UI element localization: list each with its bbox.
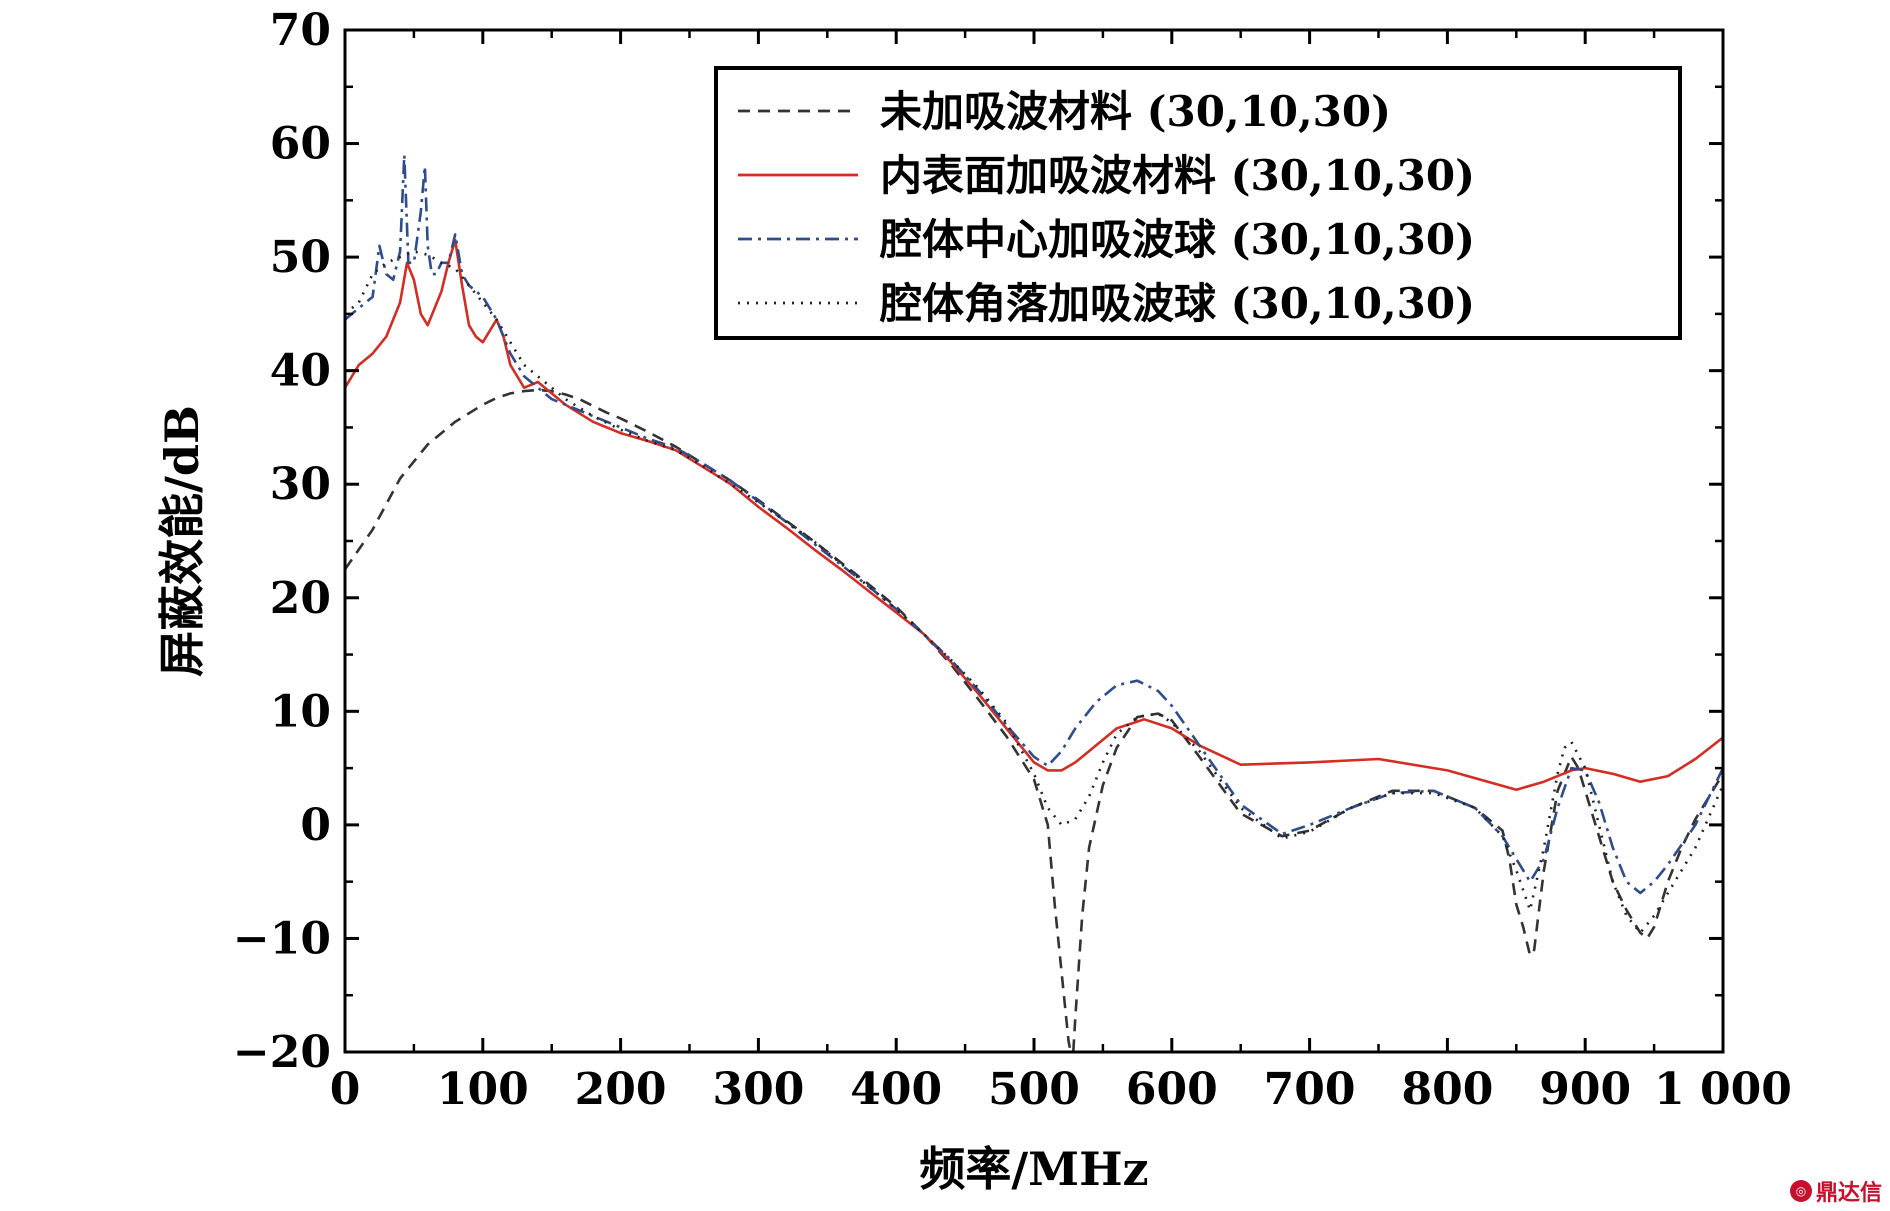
watermark-text: 鼎达信 — [1815, 1181, 1882, 1206]
logo-icon: ◎ — [1789, 1180, 1812, 1202]
watermark: ◎ 鼎达信 — [1789, 1175, 1882, 1207]
x-tick-label: 1 000 — [1654, 1064, 1792, 1115]
x-tick-label: 100 — [437, 1064, 529, 1115]
legend: 未加吸波材料 (30,10,30) 内表面加吸波材料 (30,10,30) 腔体中心… — [714, 66, 1682, 340]
series-line-2 — [345, 238, 1723, 792]
x-tick-label: 900 — [1539, 1064, 1631, 1115]
y-tick-label: 30 — [270, 459, 331, 510]
y-tick-label: 20 — [270, 573, 331, 624]
series-line-1 — [345, 388, 1723, 1052]
legend-label-4: 腔体角落加吸波球 (30,10,30) — [879, 279, 1475, 328]
x-axis-title: 频率/MHz — [919, 1142, 1148, 1196]
legend-label-1: 未加吸波材料 (30,10,30) — [880, 87, 1391, 136]
series-layer — [345, 153, 1723, 1052]
y-tick-label: 40 — [270, 346, 331, 397]
x-tick-label: 0 — [330, 1064, 361, 1115]
x-tick-label: 200 — [575, 1064, 667, 1115]
series-line-3 — [345, 153, 1723, 895]
x-tick-label: 300 — [712, 1064, 804, 1115]
x-tick-label: 500 — [988, 1064, 1080, 1115]
ticks-layer: 0 100 200 300 400 500 600 700 800 900 1 000 −20 −10 0… — [233, 5, 1792, 1115]
legend-label-2: 内表面加吸波材料 (30,10,30) — [880, 151, 1475, 200]
x-tick-label: 700 — [1264, 1064, 1356, 1115]
x-tick-label: 400 — [850, 1064, 942, 1115]
y-tick-label: −20 — [233, 1027, 331, 1078]
y-tick-label: 0 — [300, 800, 331, 851]
series-line-4 — [345, 250, 1723, 935]
y-tick-label: 50 — [270, 232, 331, 283]
legend-label-3: 腔体中心加吸波球 (30,10,30) — [879, 215, 1475, 264]
x-tick-label: 800 — [1401, 1064, 1493, 1115]
y-tick-label: 60 — [270, 119, 331, 170]
x-tick-label: 600 — [1126, 1064, 1218, 1115]
y-tick-label: 10 — [270, 686, 331, 737]
y-tick-label: −10 — [233, 913, 331, 964]
y-axis-title: 屏蔽效能/dB — [155, 405, 209, 677]
legend-box — [714, 66, 1682, 340]
y-tick-label: 70 — [270, 5, 331, 56]
